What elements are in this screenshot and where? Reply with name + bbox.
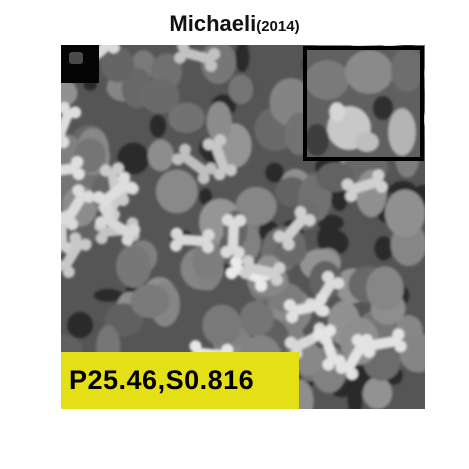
- texture-bone: [61, 156, 85, 180]
- texture-bone: [174, 45, 221, 72]
- texture-pellet: [295, 342, 323, 376]
- inset-texture: [307, 50, 420, 157]
- texture-pellet: [399, 333, 425, 373]
- texture-pellet: [362, 377, 393, 409]
- texture-pellet: [202, 304, 242, 347]
- texture-pellet: [130, 284, 170, 318]
- texture-bone: [61, 232, 92, 278]
- texture-bone: [202, 134, 237, 181]
- title-main: Michaeli: [169, 11, 257, 36]
- texture-pellet: [140, 79, 180, 114]
- texture-bone: [220, 214, 247, 259]
- texture-gap: [117, 142, 150, 175]
- texture-pellet: [366, 266, 404, 311]
- texture-pellet: [192, 241, 225, 280]
- texture-pellet: [61, 78, 78, 108]
- texture-pellet: [228, 74, 254, 105]
- title-suffix: (2014): [256, 18, 300, 35]
- corner-patch: [61, 45, 99, 83]
- texture-pellet: [235, 186, 277, 226]
- texture-bone: [171, 143, 217, 185]
- texture-pellet: [147, 139, 174, 172]
- texture-pellet: [115, 244, 152, 288]
- figure-title: Michaeli(2014): [0, 10, 469, 41]
- texture-gap: [317, 214, 344, 232]
- texture-bone: [61, 101, 82, 149]
- texture-pellet: [100, 46, 135, 83]
- texture-pellet: [384, 189, 425, 238]
- texture-gap: [149, 114, 166, 138]
- metrics-label: P25.46,S0.816: [69, 365, 255, 395]
- texture-pellet: [168, 102, 205, 134]
- texture-pellet: [273, 237, 307, 266]
- texture-bone: [170, 227, 215, 254]
- texture-bone: [273, 206, 316, 251]
- corner-speck: [69, 52, 83, 64]
- inset-shapes: [307, 50, 420, 156]
- texture-gap: [235, 45, 250, 73]
- texture-gap: [265, 162, 284, 183]
- texture-gap: [67, 312, 94, 339]
- zoom-inset: [303, 46, 424, 161]
- texture-bone: [341, 169, 388, 203]
- texture-gap: [374, 236, 394, 261]
- texture-bone: [335, 334, 375, 380]
- texture-bone: [94, 206, 141, 246]
- texture-pellet: [155, 169, 198, 214]
- texture-bone: [312, 324, 346, 371]
- metrics-box: P25.46,S0.816: [61, 352, 299, 409]
- texture-gap: [347, 384, 363, 409]
- texture-bone: [239, 255, 286, 286]
- texture-pellet: [239, 300, 275, 337]
- texture-gap: [198, 188, 213, 205]
- texture-bone: [61, 184, 95, 231]
- texture-bone: [283, 293, 330, 324]
- texture-bone: [360, 328, 407, 358]
- texture-pellet: [206, 101, 232, 143]
- texture-gap: [93, 289, 124, 302]
- reconstructed-image: P25.46,S0.816: [61, 45, 425, 409]
